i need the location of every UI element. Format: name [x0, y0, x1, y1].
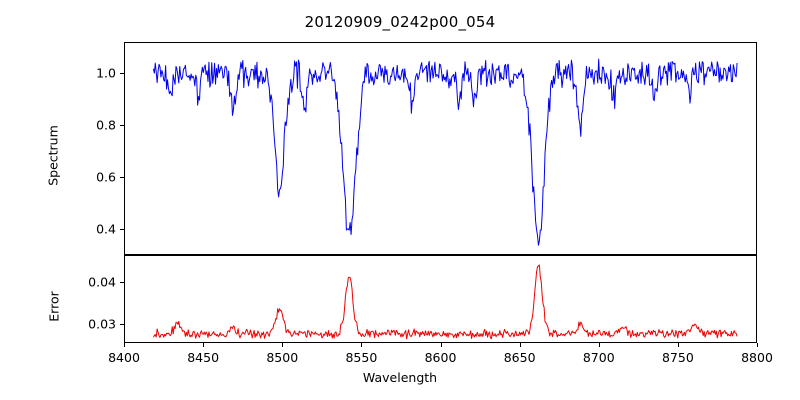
x-tick-mark: [361, 343, 363, 347]
y-axis-label-error: Error: [46, 291, 62, 322]
x-axis-label-wavelength: Wavelength: [362, 370, 438, 385]
x-tick-label: 8600: [424, 350, 457, 365]
y-axis-label-spectrum: Spectrum: [45, 125, 61, 186]
y-tick-label-spectrum: 0.6: [96, 169, 116, 185]
y-tick-label-spectrum: 0.8: [96, 117, 116, 133]
y-tick-label-spectrum: 1.0: [96, 65, 116, 81]
x-tick-label: 8550: [345, 350, 378, 365]
y-tick-label-spectrum: 0.4: [96, 221, 116, 237]
x-tick-label: 8400: [108, 350, 140, 365]
x-tick-mark: [203, 343, 205, 347]
error-line-series: [125, 256, 756, 342]
x-tick-mark: [124, 343, 126, 347]
y-tick-mark-spectrum: [120, 177, 124, 179]
x-tick-mark: [677, 343, 679, 347]
x-tick-label: 8450: [187, 350, 220, 365]
y-tick-mark-spectrum: [120, 229, 124, 231]
x-tick-label: 8700: [582, 350, 615, 365]
x-tick-mark: [757, 343, 759, 347]
x-tick-label: 8650: [503, 350, 536, 365]
chart-title: 20120909_0242p00_054: [304, 13, 496, 31]
spectrum-line-series: [125, 43, 756, 254]
x-tick-label: 8500: [266, 350, 299, 365]
y-tick-mark-spectrum: [120, 73, 124, 75]
y-tick-mark-spectrum: [120, 125, 124, 127]
y-tick-label-error: 0.04: [88, 274, 116, 290]
error-plot-area: [124, 255, 757, 343]
x-tick-mark: [282, 343, 284, 347]
x-tick-mark: [440, 343, 442, 347]
y-tick-mark-error: [120, 324, 124, 326]
x-tick-label: 8750: [661, 350, 694, 365]
x-tick-mark: [598, 343, 600, 347]
x-tick-label: 8800: [741, 350, 773, 365]
x-tick-mark: [519, 343, 521, 347]
spectrum-plot-area: [124, 42, 757, 255]
y-tick-label-error: 0.03: [88, 316, 116, 332]
y-tick-mark-error: [120, 282, 124, 284]
